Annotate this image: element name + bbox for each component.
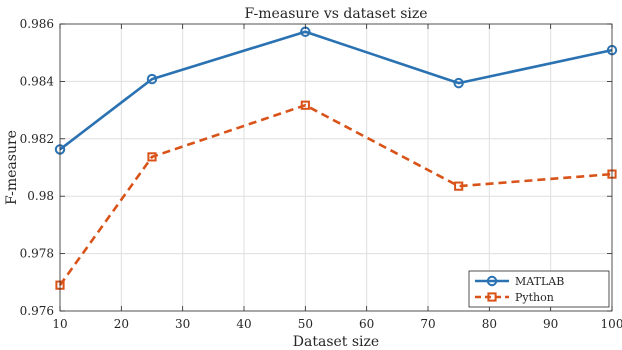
plot-area	[60, 24, 612, 311]
legend: MATLAB Python	[468, 270, 610, 308]
y-tick-label: 0.984	[20, 74, 55, 88]
matlab-point	[146, 73, 158, 85]
x-tick-label: 60	[359, 317, 374, 331]
axis-ticks: 10 20 30 40 50 60 70 80 90 100 0.976 0.978 0.98 0.982…	[20, 17, 622, 331]
series-layer	[54, 26, 618, 290]
x-tick-label: 30	[175, 317, 190, 331]
python-point	[147, 152, 157, 162]
python-point	[300, 100, 310, 110]
y-tick-label: 0.976	[20, 304, 54, 318]
x-tick-label: 90	[543, 317, 558, 331]
y-tick-label: 0.98	[27, 189, 54, 203]
x-tick-label: 100	[601, 317, 622, 331]
legend-matlab-label: MATLAB	[515, 275, 564, 288]
x-tick-label: 10	[52, 317, 67, 331]
matlab-point	[453, 77, 464, 89]
x-tick-label: 70	[420, 317, 435, 331]
legend-python-marker	[487, 292, 497, 302]
y-tick-label: 0.982	[20, 132, 54, 146]
axes-box	[59, 23, 613, 312]
y-tick-label: 0.978	[20, 247, 54, 261]
legend-python-label: Python	[515, 291, 554, 304]
x-tick-label: 80	[482, 317, 497, 331]
y-tick-label: 0.986	[20, 17, 54, 31]
python-point	[454, 181, 464, 191]
x-axis-label: Dataset size	[293, 334, 379, 350]
y-axis-label: F-measure	[4, 130, 20, 205]
legend-matlab-marker	[486, 275, 498, 287]
matlab-series-line	[59, 30, 613, 151]
python-series-line	[58, 103, 613, 286]
x-tick-label: 20	[114, 317, 129, 331]
chart-title: F-measure vs dataset size	[244, 6, 427, 22]
x-tick-label: 50	[298, 317, 313, 331]
x-tick-label: 40	[236, 317, 251, 331]
